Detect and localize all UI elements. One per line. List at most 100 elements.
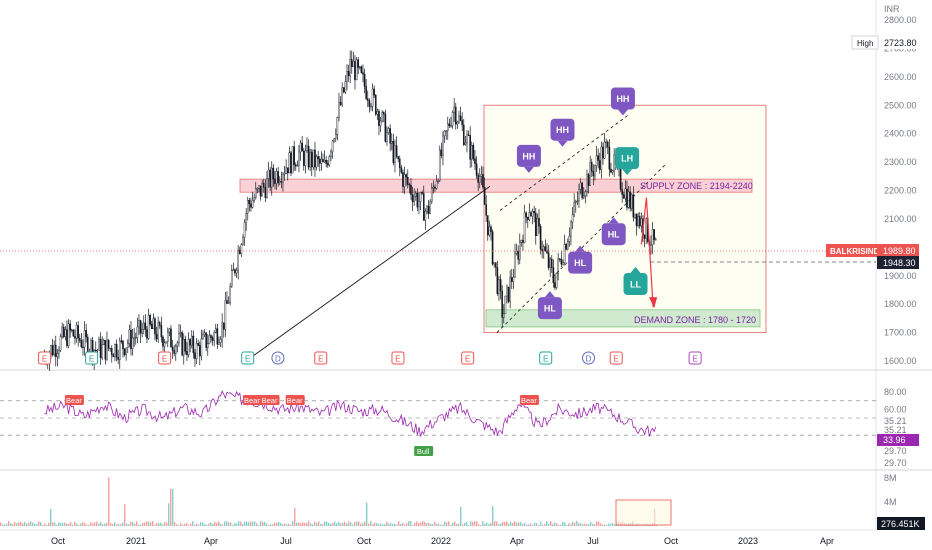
time-axis[interactable]: Oct 2021 Apr Jul Oct 2022 Apr Jul Oct 2023 Apr	[51, 536, 834, 546]
event-marker-d[interactable]: D	[271, 351, 285, 365]
event-marker-e[interactable]: E	[158, 351, 172, 365]
pattern-marker-hl[interactable]: HL	[537, 291, 562, 320]
event-marker-e[interactable]: E	[539, 351, 553, 365]
volume-bar	[438, 523, 440, 526]
symbol-price-label[interactable]: BALKRISIND 1989.80	[826, 244, 919, 257]
candlestick-series[interactable]	[43, 50, 657, 371]
pattern-marker-hl[interactable]: HL	[601, 217, 626, 246]
rsi-signal-bear[interactable]: Bear	[260, 395, 280, 405]
volume-bar	[14, 521, 16, 526]
volume-bar	[320, 523, 322, 526]
candle-body	[344, 81, 347, 93]
pattern-marker-ll[interactable]: LL	[623, 266, 648, 295]
candle-body	[299, 142, 302, 153]
candle-body	[560, 259, 563, 265]
supply-zone[interactable]	[239, 178, 753, 193]
event-marker-e[interactable]: E	[461, 351, 475, 365]
candle-body	[259, 185, 262, 197]
price-tick-label: 1600.00	[884, 356, 917, 366]
candle-body	[176, 342, 179, 347]
candle-body	[477, 175, 479, 183]
volume-bar	[452, 522, 454, 526]
volume-pane[interactable]	[0, 477, 658, 526]
rsi-signal-bear[interactable]: Bear	[285, 395, 305, 405]
candle-body	[146, 329, 148, 339]
volume-highlight-box[interactable]	[615, 499, 672, 526]
event-marker-e[interactable]: E	[609, 351, 623, 365]
rsi-current-tag	[877, 434, 919, 446]
event-marker-text: E	[543, 355, 548, 364]
pattern-marker-pointer	[523, 166, 534, 173]
pattern-markers[interactable]: HH HH HH HL HL HL LH LL	[516, 87, 648, 320]
volume-bar	[556, 523, 558, 526]
channel-upper-line[interactable]	[499, 113, 631, 211]
volume-bar	[318, 521, 320, 526]
pattern-marker-hh[interactable]: HH	[550, 118, 575, 147]
projection-arrow[interactable]	[640, 197, 654, 308]
candle-body	[256, 188, 259, 190]
candle-body	[166, 331, 169, 342]
rsi-signal-bear[interactable]: Bear	[64, 395, 84, 405]
candle-body	[515, 250, 518, 254]
candle-body	[421, 192, 423, 194]
volume-bar	[176, 524, 178, 526]
candle-body	[61, 326, 63, 337]
candle-body	[445, 130, 447, 132]
pattern-marker-hh[interactable]: HH	[610, 87, 635, 116]
long-trendline[interactable]	[249, 185, 491, 359]
price-axis[interactable]: 2800.002700.002600.002500.002400.002300.…	[884, 15, 917, 366]
trendline-drawings[interactable]	[249, 113, 666, 359]
rsi-signal-text: Bear	[244, 396, 260, 405]
candle-body	[226, 300, 228, 304]
pattern-marker-hh[interactable]: HH	[516, 144, 541, 173]
pattern-marker-hl[interactable]: HL	[568, 245, 593, 274]
rsi-signal-bear[interactable]: Bear	[242, 395, 262, 405]
rsi-line[interactable]	[44, 390, 657, 437]
candle-body	[202, 334, 204, 340]
candle-body	[389, 128, 391, 144]
volume-bar	[502, 521, 504, 526]
volume-bar	[410, 520, 412, 526]
volume-bar	[20, 521, 22, 526]
candle-body	[498, 279, 500, 294]
event-marker-e[interactable]: E	[241, 351, 255, 365]
zone-drawings[interactable]: SUPPLY ZONE : 2194-2240 DEMAND ZONE : 178…	[239, 104, 767, 334]
volume-bar	[56, 524, 58, 526]
candle-body	[165, 341, 167, 344]
pattern-marker-lh[interactable]: LH	[615, 147, 640, 176]
candle-body	[83, 330, 86, 348]
volume-bar	[386, 521, 388, 526]
candle-body	[594, 165, 596, 177]
event-marker-e[interactable]: E	[391, 351, 405, 365]
candle-body	[365, 86, 367, 99]
candle-body	[349, 59, 351, 77]
candle-body	[568, 235, 571, 242]
candle-body	[178, 333, 180, 344]
candle-body	[304, 150, 307, 166]
candle-body	[558, 258, 561, 260]
event-marker-e[interactable]: E	[85, 351, 99, 365]
price-tick-label: 1800.00	[884, 299, 917, 309]
volume-bar	[88, 524, 90, 526]
candle-body	[258, 185, 260, 189]
volume-bar	[442, 524, 444, 526]
event-marker-e[interactable]: E	[314, 351, 328, 365]
event-marker-d[interactable]: D	[582, 351, 596, 365]
event-marker-e[interactable]: E	[688, 351, 702, 365]
volume-bar	[290, 524, 292, 526]
candle-body	[131, 337, 134, 350]
candle-body	[384, 113, 387, 142]
event-marker-e[interactable]: E	[38, 351, 52, 365]
rsi-signal-bull[interactable]: Bull	[414, 446, 434, 456]
candle-body	[442, 135, 444, 156]
candle-body	[373, 88, 375, 96]
rsi-signal-bear[interactable]: Bear	[519, 395, 539, 405]
candle-body	[422, 193, 425, 221]
volume-bar	[528, 524, 530, 526]
range-box[interactable]	[483, 104, 767, 334]
dividend-marker-circle	[582, 351, 596, 365]
candle-body	[246, 200, 249, 214]
